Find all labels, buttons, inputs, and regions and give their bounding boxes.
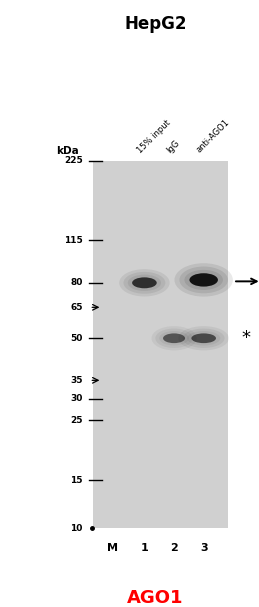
Text: 2: 2 <box>170 543 178 553</box>
Text: 225: 225 <box>64 157 83 165</box>
Ellipse shape <box>175 263 233 297</box>
Text: 115: 115 <box>64 236 83 245</box>
Text: AGO1: AGO1 <box>127 589 184 607</box>
Text: anti-AGO1: anti-AGO1 <box>195 118 232 155</box>
Ellipse shape <box>124 272 165 294</box>
Text: 3: 3 <box>200 543 207 553</box>
Text: 15% input: 15% input <box>135 118 172 155</box>
Text: HepG2: HepG2 <box>124 15 187 33</box>
Ellipse shape <box>163 333 185 343</box>
Ellipse shape <box>187 331 220 345</box>
Ellipse shape <box>119 269 170 296</box>
Ellipse shape <box>191 333 216 343</box>
Text: 50: 50 <box>70 334 83 343</box>
Ellipse shape <box>132 277 157 288</box>
Ellipse shape <box>159 331 189 345</box>
Text: 65: 65 <box>70 303 83 312</box>
Text: M: M <box>107 543 118 553</box>
Text: 80: 80 <box>70 279 83 287</box>
Ellipse shape <box>179 266 228 293</box>
Ellipse shape <box>184 270 223 290</box>
Text: 25: 25 <box>70 416 83 424</box>
Text: 35: 35 <box>70 376 83 385</box>
Ellipse shape <box>183 328 225 348</box>
Ellipse shape <box>152 326 197 350</box>
Text: 15: 15 <box>70 476 83 485</box>
Text: 1: 1 <box>141 543 148 553</box>
Text: kDa: kDa <box>56 146 79 156</box>
Ellipse shape <box>189 273 218 287</box>
Ellipse shape <box>155 328 193 348</box>
Text: 10: 10 <box>70 524 83 532</box>
Text: 30: 30 <box>70 394 83 403</box>
Text: IgG: IgG <box>165 138 182 155</box>
Bar <box>93 161 228 528</box>
Ellipse shape <box>178 326 229 350</box>
Ellipse shape <box>128 274 161 291</box>
Text: *: * <box>242 329 250 347</box>
